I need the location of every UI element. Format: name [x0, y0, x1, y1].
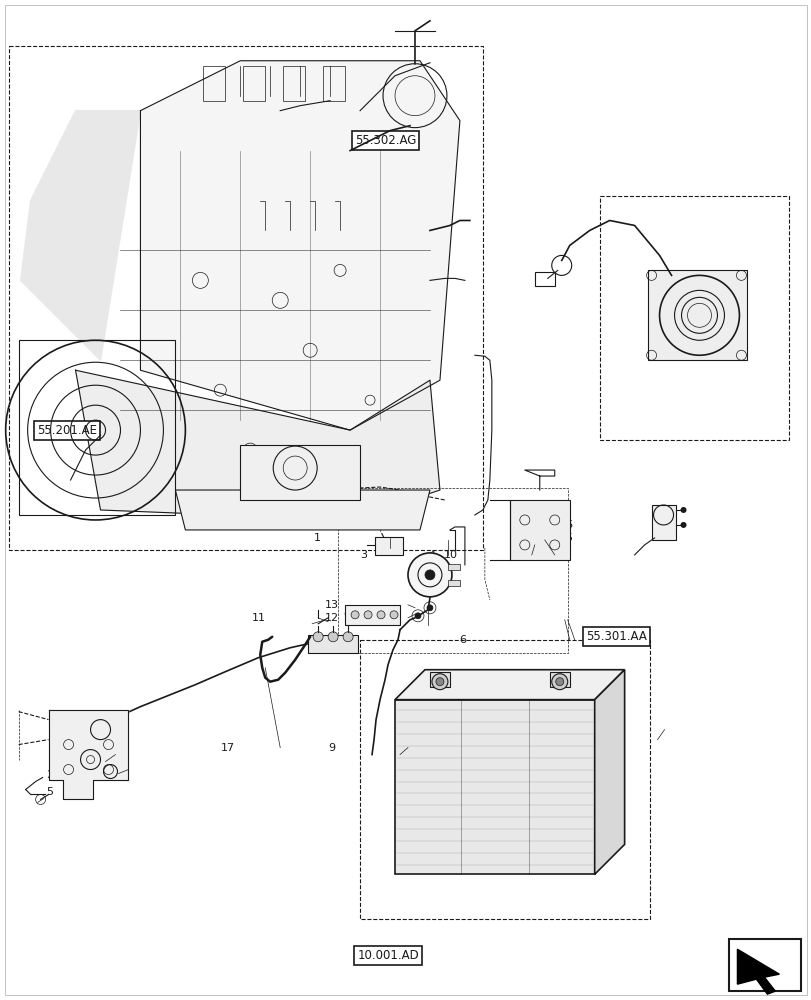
Circle shape: [424, 570, 435, 580]
Circle shape: [555, 678, 563, 686]
Circle shape: [363, 611, 371, 619]
Polygon shape: [394, 670, 624, 700]
Bar: [337, 488, 567, 653]
Bar: [323, 66, 345, 101]
Text: 10: 10: [443, 550, 457, 560]
Bar: [359, 640, 649, 919]
Text: 17: 17: [221, 743, 234, 753]
Text: 6: 6: [459, 635, 466, 645]
Text: 9: 9: [328, 743, 335, 753]
Text: 55.302.AG: 55.302.AG: [354, 134, 416, 147]
Text: 1: 1: [313, 533, 320, 543]
Text: 12: 12: [324, 613, 338, 623]
Bar: [394, 700, 594, 874]
Circle shape: [427, 605, 432, 611]
Text: 11: 11: [251, 613, 265, 623]
Circle shape: [376, 611, 384, 619]
Text: 4: 4: [428, 550, 435, 560]
Text: 16: 16: [559, 520, 573, 530]
Bar: [534, 272, 554, 286]
Text: 5: 5: [45, 787, 53, 797]
Circle shape: [680, 522, 685, 528]
Circle shape: [431, 674, 448, 690]
Text: 18: 18: [87, 750, 101, 760]
Circle shape: [680, 507, 685, 513]
Text: 13: 13: [324, 600, 338, 610]
Text: 3: 3: [360, 550, 367, 560]
Polygon shape: [509, 500, 569, 560]
Circle shape: [343, 632, 353, 642]
Circle shape: [328, 632, 337, 642]
Text: 7: 7: [530, 735, 537, 745]
Bar: [375, 537, 402, 555]
Bar: [283, 66, 305, 101]
Circle shape: [414, 613, 420, 619]
Circle shape: [389, 611, 397, 619]
Bar: [345, 605, 400, 625]
Circle shape: [551, 674, 567, 690]
Polygon shape: [20, 111, 140, 360]
Bar: [430, 672, 449, 687]
Polygon shape: [175, 490, 430, 530]
Circle shape: [407, 553, 452, 597]
Text: 55.302.AG: 55.302.AG: [469, 791, 520, 801]
Bar: [243, 66, 265, 101]
Bar: [308, 635, 358, 653]
Text: 55.201.AE: 55.201.AE: [37, 424, 97, 437]
Text: 15: 15: [559, 533, 573, 543]
Bar: [599, 196, 788, 440]
Polygon shape: [49, 710, 128, 799]
Text: 55.301.AA: 55.301.AA: [586, 630, 646, 643]
Text: 14: 14: [97, 765, 111, 775]
Bar: [728, 939, 800, 991]
Bar: [549, 672, 569, 687]
Text: 2: 2: [45, 770, 53, 780]
Polygon shape: [594, 670, 624, 874]
Bar: [650, 505, 675, 540]
Bar: [647, 270, 746, 360]
Bar: [9, 46, 483, 550]
Bar: [203, 66, 225, 101]
Bar: [448, 580, 459, 586]
Polygon shape: [75, 370, 440, 520]
Bar: [240, 445, 359, 500]
Text: 8: 8: [344, 605, 351, 615]
Polygon shape: [736, 949, 779, 994]
Text: 10.001.AD: 10.001.AD: [357, 949, 418, 962]
Polygon shape: [140, 61, 459, 430]
Circle shape: [436, 678, 444, 686]
Bar: [448, 564, 459, 570]
Circle shape: [313, 632, 323, 642]
Circle shape: [350, 611, 358, 619]
